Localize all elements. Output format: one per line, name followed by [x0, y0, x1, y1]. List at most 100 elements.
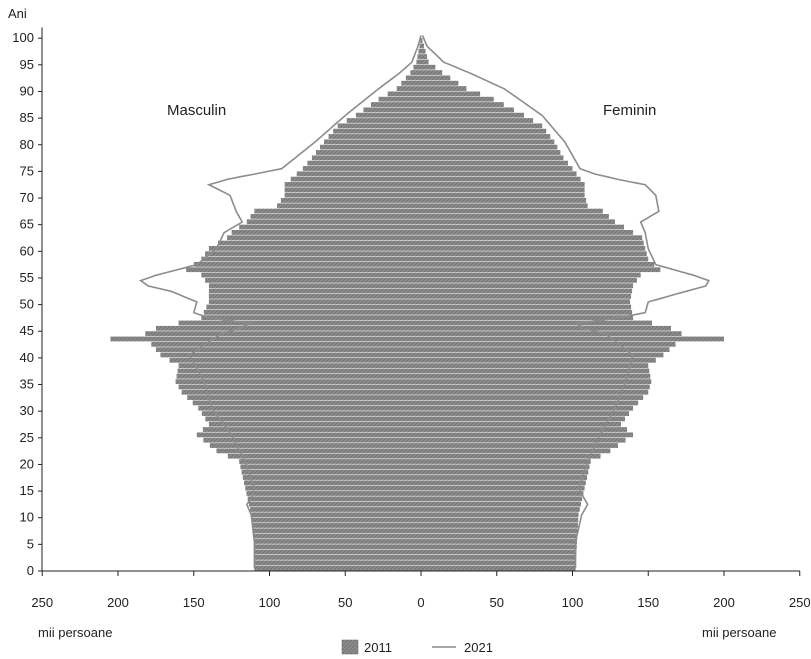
- bar-female-2011-age-89: [421, 91, 481, 97]
- bar-male-2011-age-77: [311, 155, 421, 161]
- bar-female-2011-age-29: [421, 411, 630, 416]
- bar-female-2011-age-72: [421, 182, 585, 187]
- x-tick-label-right-150: 150: [637, 595, 659, 610]
- bar-female-2011-age-95: [421, 59, 429, 65]
- bar-male-2011-age-0: [254, 565, 421, 571]
- bar-male-2011-age-98: [419, 43, 421, 49]
- bar-male-2011-age-19: [240, 464, 421, 470]
- bar-female-2011-age-38: [421, 363, 649, 369]
- bar-male-2011-age-95: [416, 59, 421, 65]
- bar-female-2011-age-64: [421, 224, 625, 230]
- y-ticks-layer: 0 5 10 15 20 25 30 35 40 45 50 55 60 65 70 75 80 85 90 95 10…: [12, 30, 42, 578]
- bar-male-2011-age-54: [205, 277, 421, 283]
- bar-male-2011-age-69: [280, 198, 421, 203]
- bar-male-2011-age-26: [202, 427, 421, 432]
- bar-female-2011-age-99: [421, 38, 423, 43]
- bar-female-2011-age-91: [421, 80, 459, 86]
- bar-female-2011-age-70: [421, 192, 585, 198]
- x-tick-label-left-0: 0: [417, 595, 424, 610]
- bar-male-2011-age-66: [250, 214, 421, 219]
- bar-male-2011-age-87: [371, 102, 421, 107]
- bar-female-2011-age-75: [421, 166, 573, 171]
- x-unit-label-left: mii persoane: [38, 625, 112, 640]
- x-tick-label-right-50: 50: [490, 595, 504, 610]
- x-tick-label-left-100: 100: [259, 595, 281, 610]
- bar-female-2011-age-44: [421, 331, 682, 337]
- bar-male-2011-age-35: [175, 379, 421, 384]
- bar-female-2011-age-37: [421, 368, 650, 374]
- bar-male-2011-age-28: [205, 416, 421, 422]
- bar-female-2011-age-63: [421, 230, 634, 235]
- bar-female-2011-age-86: [421, 107, 514, 113]
- bar-male-2011-age-78: [315, 150, 421, 155]
- bars-2011-layer: [110, 38, 724, 571]
- bar-female-2011-age-71: [421, 187, 585, 193]
- bar-female-2011-age-96: [421, 54, 428, 59]
- bar-female-2011-age-32: [421, 395, 644, 400]
- bar-male-2011-age-40: [160, 352, 422, 358]
- bar-female-2011-age-69: [421, 198, 587, 203]
- bar-male-2011-age-24: [203, 437, 421, 443]
- y-tick-label-80: 80: [20, 137, 34, 152]
- bar-female-2011-age-30: [421, 405, 634, 411]
- bar-female-2011-age-27: [421, 421, 621, 427]
- bar-male-2011-age-7: [253, 528, 421, 534]
- x-tick-label-left-50: 50: [338, 595, 352, 610]
- bar-female-2011-age-52: [421, 288, 633, 294]
- bar-male-2011-age-79: [320, 144, 421, 150]
- legend: 2011 2021: [341, 639, 493, 655]
- legend-label-2021: 2021: [464, 640, 493, 655]
- bar-female-2011-age-98: [421, 43, 425, 49]
- y-tick-label-50: 50: [20, 297, 34, 312]
- y-tick-label-25: 25: [20, 430, 34, 445]
- bar-male-2011-age-48: [203, 309, 421, 315]
- y-axis-title: Ani: [8, 6, 27, 21]
- x-tick-label-right-250: 250: [789, 595, 811, 610]
- bar-female-2011-age-61: [421, 240, 644, 246]
- y-tick-label-0: 0: [27, 563, 34, 578]
- bar-female-2011-age-46: [421, 320, 653, 326]
- bar-male-2011-age-70: [284, 192, 421, 198]
- bar-male-2011-age-51: [208, 293, 421, 299]
- bar-female-2011-age-43: [421, 336, 724, 342]
- line-2021-layer: [138, 35, 710, 569]
- bar-male-2011-age-47: [201, 315, 421, 321]
- bar-male-2011-age-34: [178, 384, 421, 390]
- bar-male-2011-age-13: [247, 496, 421, 502]
- x-ticks-layer: 250 200 150 100 50 0 50 100 150 200 250: [31, 571, 811, 610]
- bar-female-2011-age-4: [421, 544, 577, 550]
- bar-male-2011-age-6: [253, 533, 421, 539]
- bar-male-2011-age-42: [151, 341, 421, 347]
- bar-male-2011-age-90: [396, 86, 421, 91]
- bar-female-2011-age-59: [421, 251, 647, 257]
- bar-male-2011-age-55: [201, 272, 421, 278]
- bar-male-2011-age-8: [252, 523, 421, 528]
- bar-female-2011-age-42: [421, 341, 676, 347]
- bar-male-2011-age-68: [277, 203, 421, 209]
- bar-female-2011-age-80: [421, 139, 555, 145]
- y-tick-label-55: 55: [20, 270, 34, 285]
- bar-male-2011-age-58: [201, 256, 421, 262]
- bar-female-2011-age-13: [421, 496, 583, 502]
- bar-female-2011-age-67: [421, 208, 603, 214]
- bar-male-2011-age-61: [217, 240, 421, 246]
- bar-female-2011-age-51: [421, 293, 632, 299]
- bar-female-2011-age-55: [421, 272, 641, 278]
- line-2021-female: [421, 35, 710, 569]
- bar-male-2011-age-74: [296, 171, 421, 177]
- bar-female-2011-age-0: [421, 565, 576, 571]
- bar-male-2011-age-50: [208, 299, 421, 305]
- bar-female-2011-age-2: [421, 555, 577, 560]
- bar-male-2011-age-72: [284, 182, 421, 187]
- bar-female-2011-age-28: [421, 416, 626, 422]
- bar-female-2011-age-79: [421, 144, 558, 150]
- bar-female-2011-age-54: [421, 277, 637, 283]
- legend-swatch-2011: [341, 639, 359, 655]
- bar-female-2011-age-39: [421, 357, 656, 363]
- bar-female-2011-age-85: [421, 112, 525, 118]
- bar-male-2011-age-83: [337, 123, 421, 129]
- bar-female-2011-age-84: [421, 118, 534, 123]
- bar-female-2011-age-87: [421, 102, 504, 107]
